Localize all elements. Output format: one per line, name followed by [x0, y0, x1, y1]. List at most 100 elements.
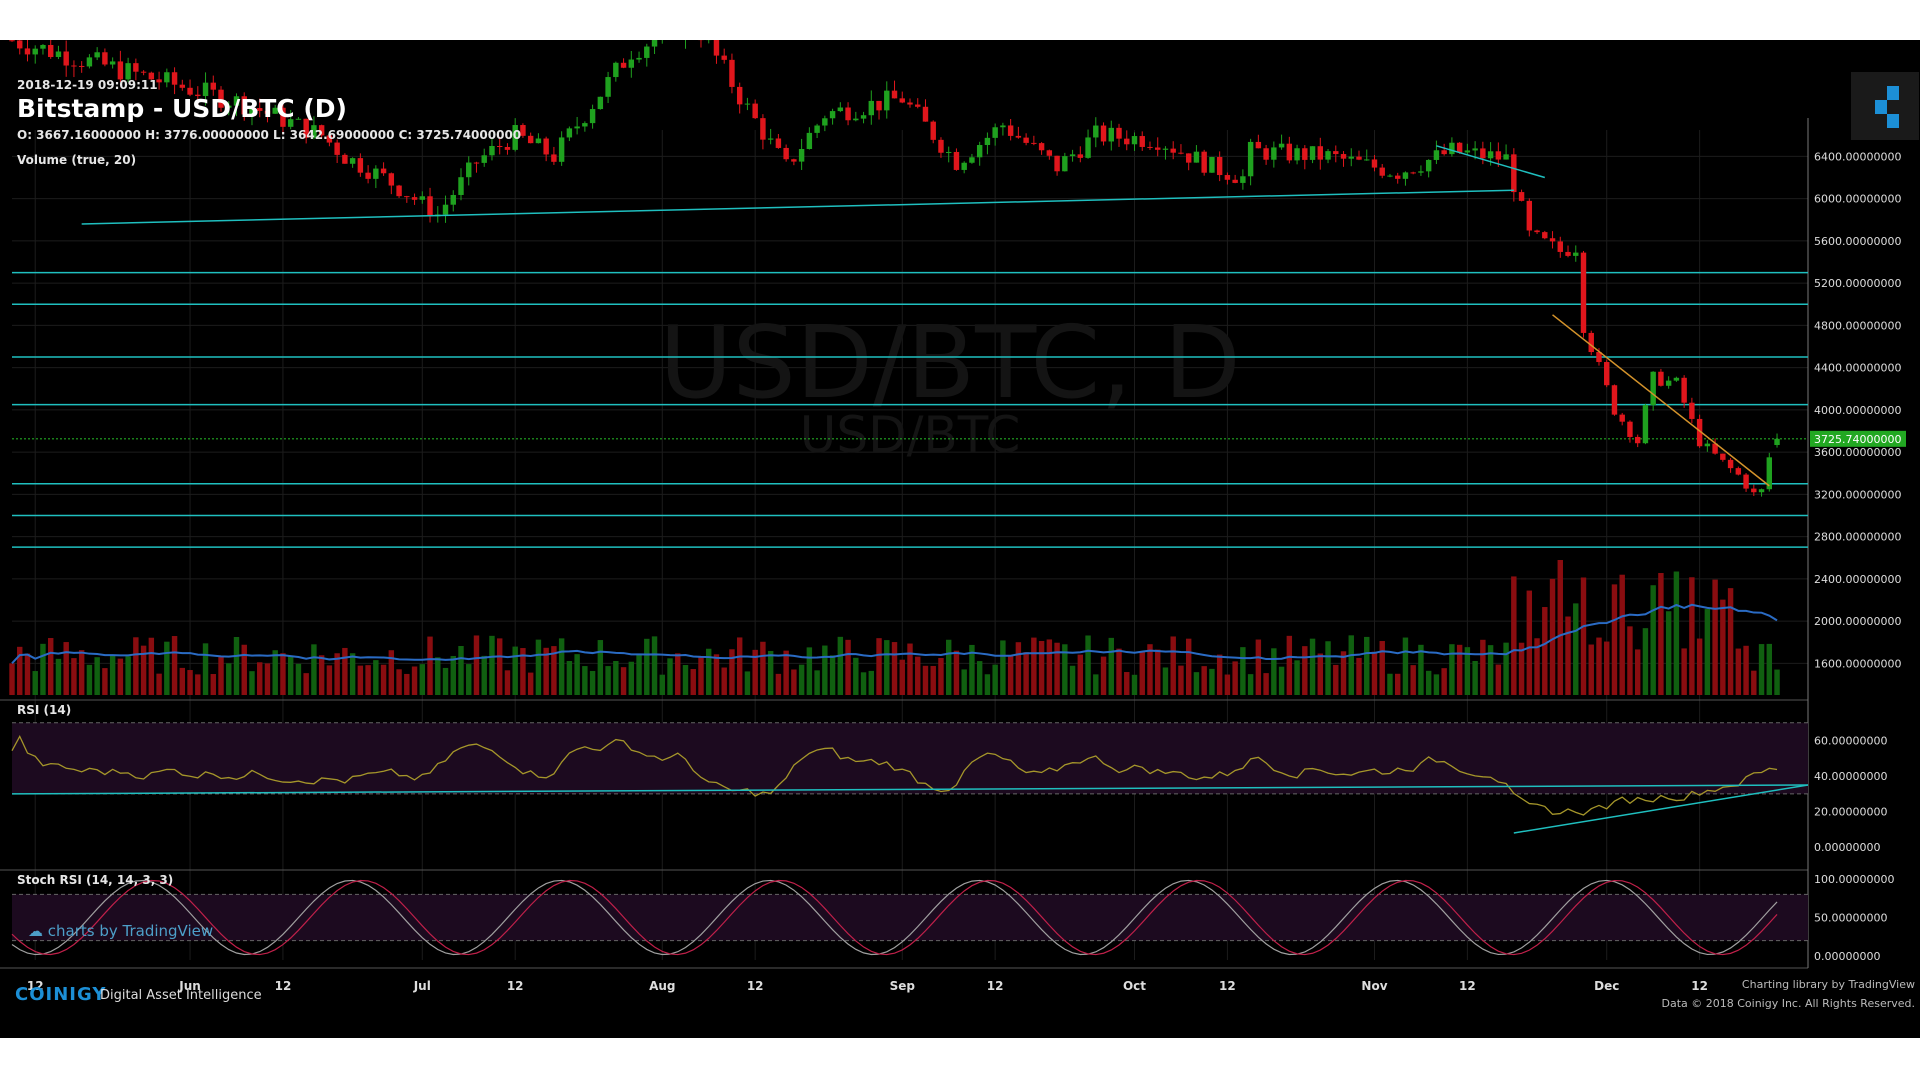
volume-bar	[1573, 603, 1579, 695]
volume-bar	[1309, 638, 1316, 695]
volume-bar	[164, 641, 170, 695]
volume-bar	[1394, 673, 1401, 695]
candle	[1658, 371, 1664, 386]
candle	[1131, 136, 1138, 145]
volume-bar	[1263, 673, 1269, 695]
candle	[798, 148, 805, 162]
timestamp: 2018-12-19 09:09:11	[17, 78, 158, 92]
candle	[1185, 153, 1192, 163]
volume-bar	[1673, 571, 1680, 695]
candle	[922, 106, 929, 122]
candle	[1069, 154, 1076, 157]
volume-bar	[1596, 637, 1602, 695]
candle	[342, 154, 348, 164]
volume-bar	[1232, 661, 1238, 695]
candle	[303, 118, 309, 138]
stoch-rsi-label[interactable]: Stoch RSI (14, 14, 3, 3)	[17, 873, 174, 887]
volume-bar	[628, 661, 635, 695]
x-tick-label: Jul	[413, 979, 431, 993]
candle	[1085, 137, 1091, 158]
coinigy-corner-logo[interactable]	[1851, 72, 1919, 140]
rsi-label[interactable]: RSI (14)	[17, 703, 72, 717]
price-tick-label: 2400.00000000	[1814, 573, 1901, 586]
candle	[1472, 148, 1478, 151]
candle	[1356, 156, 1362, 160]
candle	[1023, 137, 1029, 143]
volume-bar	[1611, 584, 1618, 695]
volume-bar	[706, 648, 712, 695]
coinigy-logo: COINIGY	[15, 984, 107, 1005]
volume-bar	[63, 642, 69, 695]
candle	[1000, 125, 1006, 128]
volume-bar	[829, 655, 836, 695]
tradingview-link[interactable]: ☁ charts by TradingView	[28, 922, 213, 940]
candle	[620, 62, 627, 68]
candle	[907, 102, 913, 105]
volume-bar	[1062, 644, 1068, 695]
candle	[644, 46, 650, 58]
candle	[1681, 377, 1687, 403]
volume-bar	[17, 646, 23, 695]
candle	[32, 48, 38, 55]
candle	[218, 89, 224, 108]
candle	[1689, 402, 1695, 419]
volume-bar	[1271, 648, 1277, 695]
candle	[117, 61, 124, 80]
volume-bar	[187, 670, 193, 695]
stoch-tick-label: 50.00000000	[1814, 912, 1887, 925]
volume-bar	[860, 672, 867, 695]
volume-bar	[876, 638, 882, 695]
x-tick-label: 12	[1219, 979, 1236, 993]
volume-bar	[1124, 672, 1130, 695]
volume-bar	[1038, 640, 1045, 695]
chart-frame: USD/BTC, D USD/BTC 6400.00000000 6000.00000…	[0, 40, 1920, 1038]
volume-bar	[1565, 616, 1571, 695]
volume-bar	[78, 650, 85, 695]
volume-bar	[47, 638, 54, 695]
volume-bar	[489, 635, 495, 695]
volume-bar	[450, 655, 456, 695]
volume-label[interactable]: Volume (true, 20)	[17, 153, 137, 167]
last-price-label: 3725.74000000	[1814, 433, 1901, 446]
volume-bar	[140, 645, 147, 695]
volume-bar	[342, 647, 348, 695]
volume-bar	[257, 662, 263, 695]
volume-bar	[976, 661, 983, 695]
volume-bar	[675, 653, 681, 695]
candle	[109, 61, 116, 65]
candle	[566, 128, 573, 138]
volume-bar	[226, 663, 232, 695]
volume-bar	[496, 638, 503, 695]
volume-bar	[729, 649, 735, 695]
stoch-tick-label: 0.00000000	[1814, 950, 1880, 963]
candle	[1634, 436, 1641, 444]
candle	[1031, 142, 1037, 144]
candle	[945, 151, 952, 153]
volume-bar	[1201, 666, 1207, 695]
volume-bar	[1294, 660, 1300, 695]
candle	[481, 155, 487, 163]
candle	[752, 103, 758, 119]
volume-bar	[853, 657, 859, 695]
candle	[380, 168, 387, 174]
volume-bar	[636, 654, 642, 695]
candle	[1627, 421, 1633, 437]
candle	[1596, 352, 1602, 363]
candle	[535, 138, 542, 144]
volume-bar	[752, 649, 758, 695]
volume-bar	[1387, 673, 1393, 695]
volume-bar	[1170, 636, 1176, 695]
volume-bar	[690, 669, 696, 695]
candle	[311, 125, 317, 138]
volume-bar	[109, 655, 116, 695]
chart-title: Bitstamp - USD/BTC (D)	[17, 94, 347, 123]
volume-bar	[334, 653, 340, 695]
candle	[295, 118, 302, 120]
volume-ma-line	[11, 603, 1778, 664]
volume-bar	[1503, 642, 1509, 695]
candle	[1774, 438, 1780, 446]
volume-bar	[1588, 644, 1594, 695]
candle	[450, 194, 456, 205]
price-tick-label: 3600.00000000	[1814, 446, 1901, 459]
